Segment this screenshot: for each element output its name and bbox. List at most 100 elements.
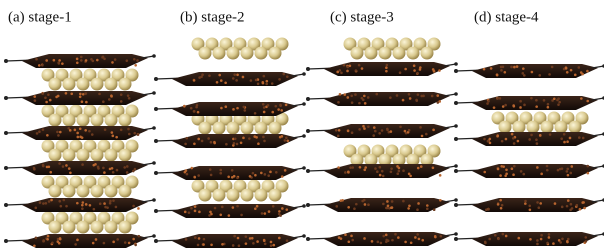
carbon-atom — [372, 134, 375, 137]
graphene-sheet — [472, 64, 598, 78]
carbon-atom — [346, 66, 349, 69]
carbon-atom — [377, 241, 380, 244]
atom — [302, 234, 306, 238]
carbon-atom — [216, 81, 219, 84]
carbon-atom — [58, 62, 61, 65]
carbon-atom — [364, 166, 367, 169]
intercalant — [119, 185, 132, 198]
graphene-sheet — [324, 92, 450, 106]
carbon-atom — [505, 138, 508, 141]
carbon-atom — [238, 244, 241, 247]
carbon-atom — [80, 56, 83, 59]
atom — [154, 239, 158, 243]
carbon-atom — [504, 104, 507, 107]
intercalant — [379, 47, 392, 60]
carbon-atom — [233, 235, 236, 238]
carbon-atom — [220, 107, 223, 110]
intercalant — [351, 47, 364, 60]
carbon-atom — [404, 68, 407, 71]
carbon-atom — [585, 240, 588, 243]
intercalant — [63, 114, 76, 127]
carbon-atom — [132, 238, 135, 241]
carbon-atom — [376, 170, 379, 173]
carbon-atom — [111, 131, 114, 134]
atom — [454, 203, 458, 207]
intercalant — [255, 47, 268, 60]
carbon-atom — [399, 126, 402, 129]
carbon-atom — [251, 237, 254, 240]
carbon-atom — [137, 207, 140, 210]
carbon-atom — [408, 93, 411, 96]
carbon-atom — [501, 140, 504, 143]
carbon-atom — [547, 103, 550, 106]
carbon-atom — [364, 102, 367, 105]
carbon-atom — [529, 238, 532, 241]
carbon-atom — [422, 95, 425, 98]
carbon-atom — [546, 165, 549, 168]
carbon-atom — [85, 101, 88, 104]
carbon-atom — [194, 210, 197, 213]
intercalant — [91, 185, 104, 198]
carbon-atom — [391, 200, 394, 203]
carbon-atom — [375, 93, 378, 96]
atom — [454, 164, 458, 168]
carbon-atom — [363, 127, 366, 130]
carbon-atom — [338, 236, 341, 239]
carbon-atom — [263, 239, 266, 242]
carbon-atom — [413, 69, 416, 72]
carbon-atom — [402, 169, 405, 172]
carbon-atom — [346, 96, 349, 99]
carbon-atom — [500, 69, 503, 72]
carbon-atom — [281, 175, 284, 178]
carbon-atom — [112, 171, 115, 174]
carbon-atom — [59, 238, 62, 241]
intercalant — [241, 47, 254, 60]
carbon-atom — [570, 203, 573, 206]
carbon-atom — [558, 101, 561, 104]
carbon-atom — [134, 244, 137, 247]
carbon-atom — [505, 168, 508, 171]
carbon-atom — [566, 71, 569, 74]
carbon-atom — [134, 64, 137, 67]
carbon-atom — [268, 210, 271, 213]
carbon-atom — [501, 204, 504, 207]
carbon-atom — [286, 239, 289, 242]
carbon-atom — [416, 72, 419, 75]
carbon-atom — [82, 201, 85, 204]
carbon-atom — [351, 166, 354, 169]
carbon-atom — [396, 94, 399, 97]
carbon-atom — [97, 167, 100, 170]
intercalant — [213, 122, 226, 135]
intercalant — [77, 114, 90, 127]
atom — [302, 72, 306, 76]
carbon-atom — [34, 99, 37, 102]
carbon-atom — [511, 133, 514, 136]
carbon-atom — [263, 106, 266, 109]
carbon-atom — [45, 59, 48, 62]
carbon-atom — [58, 200, 61, 203]
carbon-atom — [252, 172, 255, 175]
carbon-atom — [566, 140, 569, 143]
carbon-atom — [566, 170, 569, 173]
carbon-atom — [552, 242, 555, 245]
carbon-atom — [264, 173, 267, 176]
carbon-atom — [81, 204, 84, 207]
carbon-atom — [270, 244, 273, 247]
carbon-atom — [570, 165, 573, 168]
page-body: (a) stage-1 (b) stage-2 (c) stage-3 (d) … — [0, 0, 604, 252]
carbon-atom — [278, 78, 281, 81]
carbon-atom — [109, 200, 112, 203]
carbon-atom — [549, 133, 552, 136]
carbon-atom — [42, 202, 45, 205]
carbon-atom — [381, 170, 384, 173]
graphene-sheet — [324, 164, 450, 178]
carbon-atom — [390, 206, 393, 209]
carbon-atom — [128, 133, 131, 136]
carbon-atom — [99, 202, 102, 205]
carbon-atom — [111, 167, 114, 170]
carbon-atom — [583, 207, 586, 210]
carbon-atom — [260, 172, 263, 175]
carbon-atom — [379, 166, 382, 169]
carbon-atom — [278, 213, 281, 216]
carbon-atom — [120, 128, 123, 131]
